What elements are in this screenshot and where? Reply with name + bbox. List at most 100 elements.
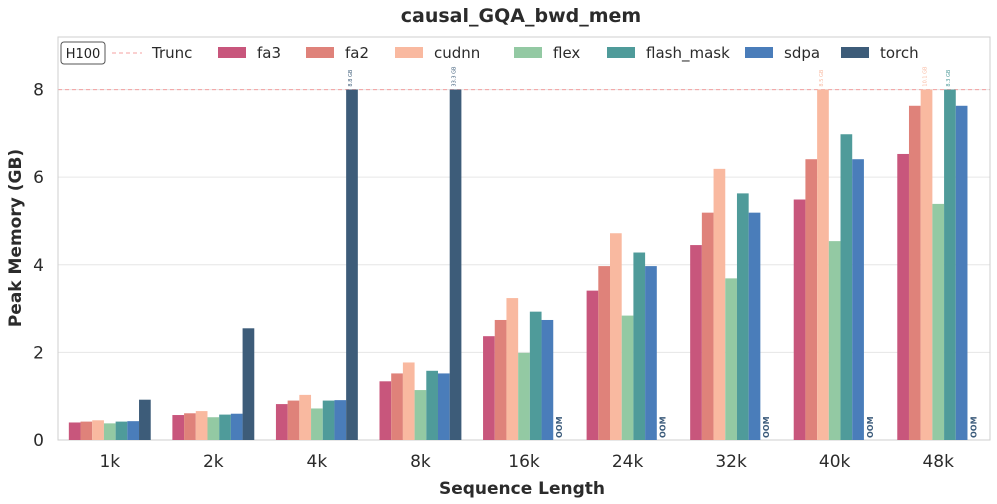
legend-swatch-fa3	[218, 47, 246, 58]
x-tick-label: 2k	[203, 452, 224, 472]
bar-cudnn	[713, 168, 726, 441]
bar-fa2	[391, 373, 403, 440]
x-tick-label: 40k	[819, 452, 851, 472]
bar-sdpa	[955, 105, 968, 440]
bar-sdpa	[437, 373, 450, 440]
bar-cudnn	[610, 233, 622, 440]
bar-fa3	[379, 381, 392, 440]
x-axis-label: Sequence Length	[439, 479, 605, 499]
trunc-value-label: 8.3 GB	[946, 69, 952, 86]
oom-label: OOM	[866, 416, 875, 438]
y-tick-label: 8	[33, 81, 44, 101]
x-tick-label: 8k	[410, 452, 431, 472]
badge-box	[60, 41, 106, 65]
y-axis-label: Peak Memory (GB)	[6, 149, 26, 327]
bar-sdpa	[230, 413, 243, 440]
bar-flash_mask	[633, 252, 646, 440]
bar-fa2	[701, 212, 714, 440]
bar-fa3	[690, 245, 702, 440]
bar-cudnn	[299, 394, 312, 440]
annotations: 8.8 GB 33.3 GB 8.5 GB 10.1 GB 8.3 GB OOM OOM OO…	[348, 66, 978, 438]
oom-label: OOM	[969, 416, 978, 438]
bar-fa2	[598, 266, 611, 440]
bar-sdpa	[748, 212, 761, 440]
legend-label: fa3	[257, 44, 281, 62]
bar-fa3	[483, 336, 495, 440]
legend: H100 Trunc fa3 fa2 cudnn flex flash_mask sdpa t…	[60, 41, 919, 65]
bar-fa3	[172, 415, 185, 440]
legend-label: flash_mask	[646, 44, 730, 63]
x-tick-label: 16k	[508, 452, 540, 472]
bar-flash_mask	[219, 414, 231, 440]
y-tick-label: 0	[33, 431, 44, 451]
bar-fa2	[494, 319, 507, 440]
y-tick-label: 2	[33, 343, 44, 363]
bar-sdpa	[645, 266, 657, 440]
x-tick-label: 48k	[922, 452, 954, 472]
chart-title: causal_GQA_bwd_mem	[401, 5, 641, 27]
bar-flash_mask	[322, 400, 335, 440]
oom-label: OOM	[762, 416, 771, 438]
bar-flash_mask	[426, 370, 438, 440]
legend-swatch-fa2	[306, 47, 334, 58]
legend-label: fa2	[345, 44, 369, 62]
bar-flex	[414, 390, 427, 440]
bar-fa2	[287, 400, 300, 440]
y-tick-label: 6	[33, 168, 44, 188]
bar-flash_mask	[944, 89, 956, 440]
bar-sdpa	[127, 421, 140, 440]
x-tick-label: 1k	[99, 452, 120, 472]
bar-flex	[725, 278, 737, 440]
bar-flash_mask	[115, 421, 128, 440]
bar-cudnn	[920, 89, 933, 440]
bar-cudnn	[195, 411, 208, 440]
trunc-value-label: 10.1 GB	[923, 66, 929, 87]
bar-flash_mask	[736, 193, 749, 440]
legend-swatch-flash_mask	[607, 47, 635, 58]
bar-sdpa	[334, 400, 347, 440]
bar-flex	[207, 417, 220, 440]
bar-cudnn	[506, 298, 519, 440]
legend-label: cudnn	[434, 44, 480, 62]
bar-torch	[449, 89, 462, 440]
bar-sdpa	[852, 159, 864, 441]
bar-sdpa	[541, 319, 554, 440]
bar-fa2	[805, 159, 818, 441]
bar-cudnn	[817, 89, 829, 440]
legend-swatch-cudnn	[395, 47, 423, 58]
bar-fa3	[68, 422, 81, 440]
trunc-value-label: 8.8 GB	[348, 69, 354, 86]
bar-cudnn	[402, 362, 415, 440]
bar-flex	[518, 352, 530, 440]
bar-fa3	[793, 199, 806, 440]
legend-swatch-torch	[841, 47, 869, 58]
bar-fa3	[897, 153, 909, 440]
bar-flex	[828, 241, 841, 440]
x-tick-label: 32k	[715, 452, 747, 472]
bar-flex	[103, 423, 116, 440]
bars	[68, 89, 968, 441]
y-tick-label: 4	[33, 256, 44, 276]
y-ticks: 0 2 4 6 8	[33, 81, 44, 451]
legend-label: flex	[553, 44, 580, 62]
trunc-value-label: 8.5 GB	[819, 69, 825, 86]
legend-swatch-sdpa	[745, 47, 773, 58]
trunc-value-label: 33.3 GB	[452, 66, 458, 87]
bar-cudnn	[92, 420, 104, 440]
oom-label: OOM	[555, 416, 564, 438]
x-ticks: 1k 2k 4k 8k 16k 24k 32k 40k 48k	[99, 452, 954, 472]
bar-fa3	[586, 290, 599, 440]
bar-flex	[311, 408, 323, 440]
x-tick-label: 4k	[307, 452, 328, 472]
bar-flex	[621, 315, 634, 440]
bar-fa2	[908, 105, 921, 440]
bar-torch	[139, 399, 151, 440]
bar-fa2	[80, 421, 93, 440]
legend-swatch-flex	[514, 47, 542, 58]
badge-label: H100	[66, 47, 101, 62]
legend-label: sdpa	[784, 44, 820, 62]
legend-label: torch	[880, 44, 919, 62]
bar-torch	[242, 328, 255, 440]
legend-label: Trunc	[151, 44, 192, 62]
